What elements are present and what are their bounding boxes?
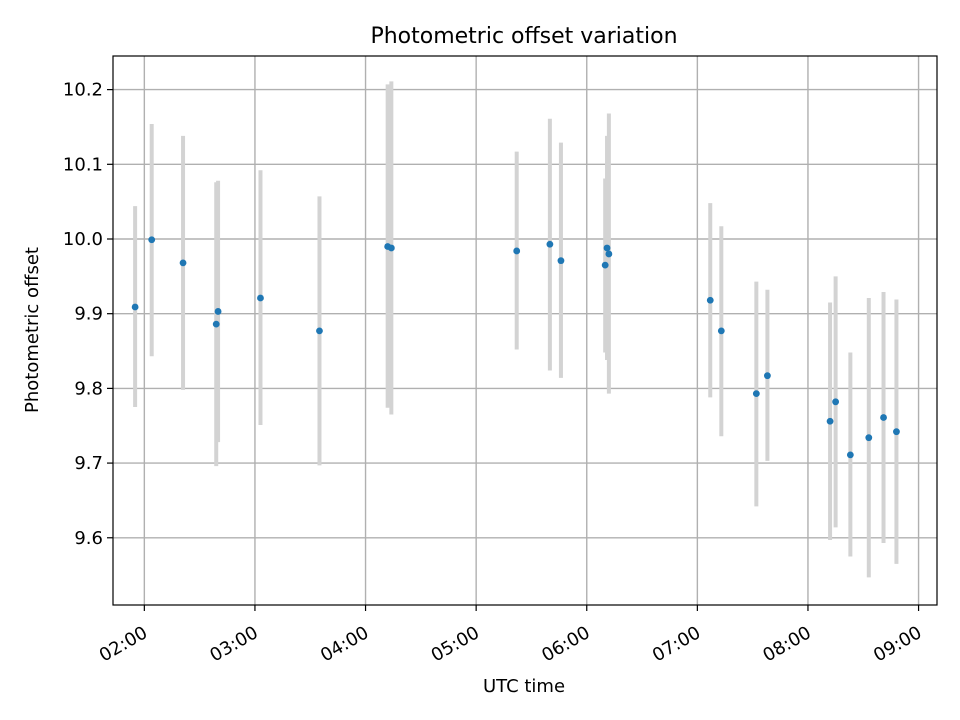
data-point [764,372,771,380]
y-tick-label: 10.0 [63,229,103,250]
data-point [212,320,220,328]
x-tick-label: 03:00 [206,622,261,666]
data-point [880,414,887,421]
plot-frame [112,55,938,606]
x-tick-label: 09:00 [870,622,925,666]
data-point [214,308,222,315]
y-tick-label: 10.2 [63,80,103,101]
x-axis: 02:00 03:00 04:00 05:00 06:00 07:00 08:00 09:00 [96,605,925,666]
data-point [257,294,264,302]
data-point [513,247,521,255]
data-point [832,398,840,406]
y-tick-label: 9.8 [74,378,103,399]
data-point [148,236,156,244]
y-tick-label: 9.6 [74,528,103,549]
data-point [557,257,565,265]
x-tick-label: 06:00 [538,622,593,666]
data-point [893,428,900,436]
x-tick-label: 08:00 [759,622,814,666]
data-point [865,434,873,442]
y-axis-label: Photometric offset [22,247,43,413]
y-tick-label: 10.1 [63,154,103,175]
data-point [601,261,609,269]
x-tick-label: 04:00 [317,622,372,666]
x-tick-label: 05:00 [428,622,483,666]
data-point [131,303,139,311]
data-point [706,296,714,304]
x-tick-label: 02:00 [96,622,151,666]
data-point [752,390,760,398]
y-tick-label: 9.9 [74,304,103,325]
error-bars [133,81,899,578]
data-point [179,259,187,267]
data-point [846,451,854,459]
data-point [603,244,611,252]
data-point [826,417,834,425]
data-point [387,244,395,252]
data-points [131,236,900,459]
x-tick-label: 07:00 [649,622,704,666]
grid-lines [113,56,937,605]
data-point [605,250,613,258]
x-axis-label: UTC time [483,676,565,697]
chart-title: Photometric offset variation [370,24,677,49]
y-axis: 9.6 9.7 9.8 9.9 10.0 10.1 10.2 [63,80,113,549]
y-tick-label: 9.7 [74,453,103,474]
data-point [316,327,323,335]
data-point [717,327,725,335]
data-point [546,240,554,248]
